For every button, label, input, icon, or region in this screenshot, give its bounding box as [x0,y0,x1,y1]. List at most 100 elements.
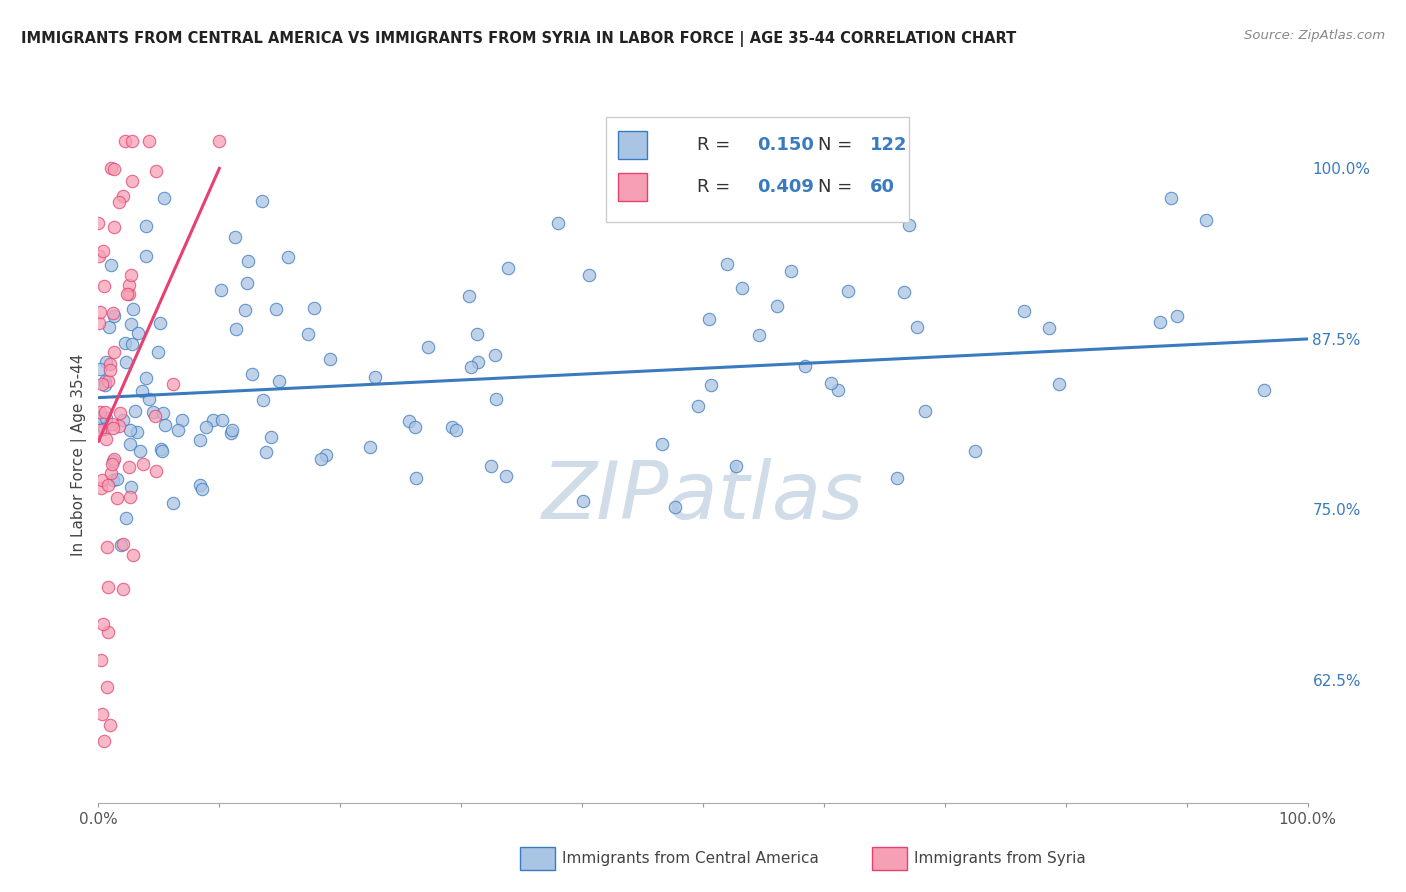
Point [252,392,274,407]
Point [404,419,426,434]
Point [90,377,112,392]
Point [211,413,233,427]
Point [100,466,122,480]
Point [309,451,332,466]
Point [162,376,184,391]
Point [195,419,218,434]
Point [118,459,141,474]
Point [97,580,120,594]
Point [416,340,439,354]
Point [142,404,165,418]
Point [100,161,122,176]
Point [145,164,167,178]
Point [898,218,921,232]
Point [465,327,488,342]
Point [440,419,463,434]
Point [252,194,274,208]
Point [724,458,747,473]
Point [120,480,142,494]
Bar [619,173,647,201]
Point [302,301,325,316]
Point [89,305,111,319]
FancyBboxPatch shape [606,118,908,222]
Point [127,326,149,340]
Point [716,257,738,271]
Point [121,268,143,283]
Point [479,458,502,473]
Text: 122: 122 [870,136,907,154]
Point [131,384,153,398]
Point [319,351,342,366]
Text: 0.150: 0.150 [758,136,814,154]
Point [118,278,141,293]
Point [150,442,173,457]
Point [699,378,721,392]
Point [122,549,145,563]
Point [108,195,131,210]
Point [132,457,155,471]
Point [209,283,232,297]
Point [120,423,142,437]
Point [125,425,148,439]
Point [97,625,120,640]
Point [91,474,114,488]
Point [398,414,420,428]
Point [103,451,125,466]
Point [167,423,190,437]
Point [886,471,908,485]
Point [224,230,246,244]
Y-axis label: In Labor Force | Age 35-44: In Labor Force | Age 35-44 [72,354,87,556]
Point [98,320,121,334]
Bar [619,131,647,159]
Point [914,403,936,417]
Point [794,359,817,373]
Point [1253,383,1275,397]
Point [101,417,124,432]
Point [105,491,128,505]
Point [201,413,224,427]
Point [91,707,114,722]
Point [264,301,287,316]
Point [100,258,122,272]
Point [94,415,117,429]
Point [240,367,263,381]
Point [111,537,134,551]
Point [765,299,787,313]
Point [96,432,118,446]
Point [101,454,124,468]
Point [1166,309,1188,323]
Point [260,430,283,444]
Point [359,440,381,454]
Point [1047,376,1070,391]
Point [91,244,114,259]
Point [87,216,110,230]
Point [498,261,520,276]
Point [91,616,114,631]
Point [89,411,111,425]
Point [115,286,138,301]
Point [236,276,259,290]
Point [444,423,467,437]
Point [1149,315,1171,329]
Point [651,437,673,451]
Point [235,303,257,318]
Point [225,321,247,335]
Point [124,404,146,418]
Point [89,423,111,437]
Point [1038,321,1060,335]
Point [89,404,111,418]
Point [827,383,849,397]
Point [731,281,754,295]
Text: ZIPatlas: ZIPatlas [541,458,865,536]
Text: 0.409: 0.409 [758,178,814,196]
Point [965,443,987,458]
Point [135,249,157,263]
Point [277,250,299,264]
Point [121,174,143,188]
Point [572,493,595,508]
Point [103,473,125,487]
Point [149,316,172,330]
Point [110,538,132,552]
Text: IMMIGRANTS FROM CENTRAL AMERICA VS IMMIGRANTS FROM SYRIA IN LABOR FORCE | AGE 35: IMMIGRANTS FROM CENTRAL AMERICA VS IMMIG… [21,31,1017,47]
Text: N =: N = [818,178,858,196]
